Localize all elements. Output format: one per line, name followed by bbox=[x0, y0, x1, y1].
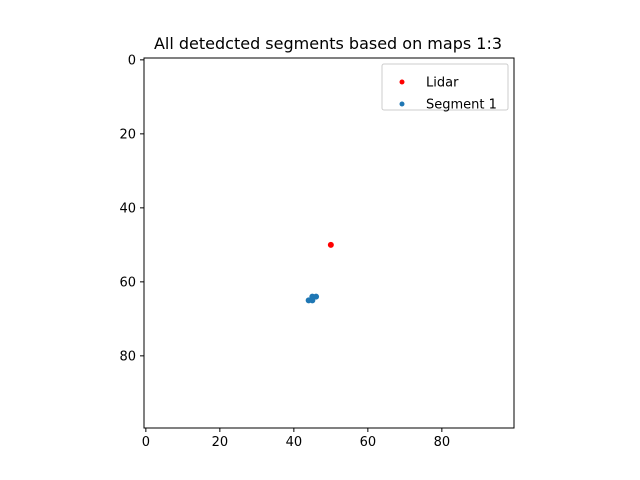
legend: Lidar Segment 1 bbox=[382, 64, 508, 113]
y-tick-label: 80 bbox=[119, 349, 136, 364]
legend-marker bbox=[400, 102, 405, 107]
data-points bbox=[306, 242, 334, 304]
point-series-1 bbox=[328, 242, 334, 248]
x-tick-label: 80 bbox=[434, 435, 451, 450]
x-tick-label: 20 bbox=[212, 435, 229, 450]
point-series-2 bbox=[313, 294, 319, 300]
y-tick-label: 40 bbox=[119, 201, 136, 216]
chart-title: All detedcted segments based on maps 1:3 bbox=[154, 34, 502, 53]
legend-label: Segment 1 bbox=[426, 98, 497, 113]
y-tick-label: 0 bbox=[128, 53, 136, 68]
legend-label: Lidar bbox=[426, 76, 459, 91]
legend-marker bbox=[400, 80, 405, 85]
x-axis: 0 20 40 60 80 bbox=[142, 428, 450, 450]
x-tick-label: 40 bbox=[286, 435, 303, 450]
y-tick-label: 20 bbox=[119, 127, 136, 142]
x-tick-label: 60 bbox=[360, 435, 377, 450]
y-axis: 0 20 40 60 80 bbox=[119, 53, 144, 364]
y-tick-label: 60 bbox=[119, 275, 136, 290]
x-tick-label: 0 bbox=[142, 435, 150, 450]
